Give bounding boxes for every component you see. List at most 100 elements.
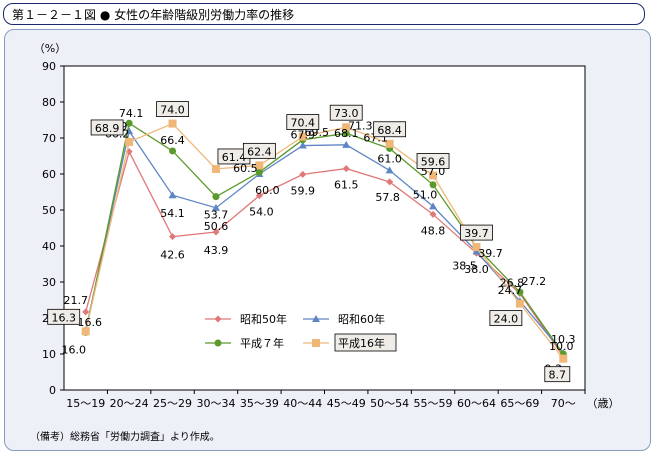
data-point bbox=[125, 137, 134, 146]
data-label-box bbox=[460, 224, 493, 241]
series-line-2 bbox=[85, 129, 564, 354]
data-point bbox=[169, 147, 177, 155]
data-label: 53.7 bbox=[204, 209, 229, 222]
x-tick-label: 70～ bbox=[551, 397, 576, 410]
data-label: 16.0 bbox=[61, 343, 86, 356]
series-line-4 bbox=[85, 122, 564, 360]
data-point bbox=[516, 288, 524, 296]
y-axis-label: （%） bbox=[34, 42, 66, 55]
data-point bbox=[255, 168, 263, 176]
data-label: 66.4 bbox=[160, 134, 185, 147]
data-label: 8.7 bbox=[549, 369, 567, 382]
data-label-box bbox=[544, 366, 571, 383]
data-label: 60.5 bbox=[233, 162, 258, 175]
data-label: 70.4 bbox=[291, 117, 316, 130]
legend-marker bbox=[312, 315, 320, 322]
data-label: 16.3 bbox=[51, 311, 76, 324]
data-label: 10.3 bbox=[551, 333, 576, 346]
y-tick-label: 30 bbox=[42, 276, 56, 289]
series-line-3 bbox=[85, 122, 564, 355]
y-tick-label: 60 bbox=[42, 168, 56, 181]
y-tick-label: 70 bbox=[42, 132, 56, 145]
data-label: 43.9 bbox=[204, 244, 229, 257]
y-tick-label: 50 bbox=[42, 204, 56, 217]
data-label: 10.0 bbox=[549, 340, 574, 353]
data-point bbox=[342, 129, 350, 137]
data-point bbox=[342, 123, 351, 132]
legend-label: 昭和50年 bbox=[240, 312, 287, 326]
data-point bbox=[255, 161, 264, 170]
x-axis-label: （歳） bbox=[587, 397, 620, 410]
plot-area bbox=[63, 65, 586, 391]
data-label: 57.8 bbox=[375, 191, 400, 204]
data-point bbox=[169, 233, 177, 241]
data-label: 61.0 bbox=[377, 152, 402, 165]
x-tick-label: 50～54 bbox=[370, 397, 409, 410]
data-label: 38.5 bbox=[452, 259, 477, 272]
figure-header: 第１－２－１図 ● 女性の年齢階級別労働力率の推移 bbox=[3, 3, 645, 25]
x-tick-label: 30～34 bbox=[196, 397, 235, 410]
data-label: 50.6 bbox=[204, 220, 229, 233]
data-label: 73.0 bbox=[334, 107, 359, 120]
data-point bbox=[386, 178, 394, 186]
data-point bbox=[212, 228, 220, 236]
x-tick-label: 25～29 bbox=[153, 397, 192, 410]
data-label: 71.3 bbox=[348, 119, 373, 132]
data-point bbox=[429, 171, 438, 180]
data-label: 27.2 bbox=[522, 275, 547, 288]
x-tick-label: 65～69 bbox=[500, 397, 539, 410]
data-point bbox=[385, 166, 394, 174]
data-point bbox=[429, 210, 437, 218]
legend-marker bbox=[214, 315, 222, 323]
data-point bbox=[298, 132, 307, 141]
data-label: 74.0 bbox=[160, 104, 185, 117]
data-label-box bbox=[242, 142, 276, 159]
x-tick-label: 60～64 bbox=[457, 397, 496, 410]
figure-title: 第１－２－１図 ● 女性の年齢階級別労働力率の推移 bbox=[12, 7, 295, 22]
data-label-box bbox=[329, 104, 363, 121]
data-point bbox=[429, 181, 437, 189]
data-point bbox=[82, 308, 90, 316]
y-tick-label: 40 bbox=[42, 240, 56, 253]
y-tick-label: 80 bbox=[42, 96, 56, 109]
data-label: 61.4 bbox=[222, 151, 247, 164]
data-label: 24.0 bbox=[494, 313, 519, 326]
data-label-box bbox=[373, 121, 407, 138]
data-label: 26.8 bbox=[500, 277, 525, 290]
data-label: 60.0 bbox=[255, 184, 280, 197]
data-point bbox=[81, 327, 90, 336]
data-label: 16.6 bbox=[77, 316, 102, 329]
y-tick-label: 10 bbox=[42, 348, 56, 361]
legend-label: 昭和60年 bbox=[338, 312, 385, 326]
data-point bbox=[168, 119, 177, 128]
x-tick-label: 35～39 bbox=[240, 397, 279, 410]
data-label: 59.6 bbox=[421, 155, 446, 168]
data-label-box bbox=[156, 101, 189, 117]
data-label: 48.8 bbox=[421, 224, 446, 237]
y-tick-label: 0 bbox=[49, 384, 56, 397]
data-label: 38.0 bbox=[464, 263, 489, 276]
x-tick-label: 55～59 bbox=[414, 397, 453, 410]
data-label: 54.1 bbox=[160, 207, 185, 220]
data-label: 67.9 bbox=[291, 129, 316, 142]
data-point bbox=[211, 203, 220, 211]
data-label: 59.9 bbox=[291, 184, 316, 197]
data-label: 68.1 bbox=[334, 127, 359, 140]
data-label-box bbox=[416, 153, 450, 169]
data-label-box bbox=[47, 308, 81, 325]
data-label-box bbox=[286, 114, 320, 130]
data-label: 68.4 bbox=[377, 124, 402, 137]
legend-marker bbox=[312, 339, 320, 347]
data-point bbox=[472, 243, 481, 252]
data-label: 61.5 bbox=[334, 179, 359, 192]
data-label: 54.0 bbox=[249, 206, 274, 219]
legend-marker bbox=[214, 339, 222, 347]
data-point bbox=[559, 354, 568, 363]
data-point bbox=[168, 191, 177, 199]
data-point bbox=[385, 139, 394, 148]
x-tick-label: 40～44 bbox=[283, 397, 322, 410]
data-point bbox=[298, 141, 307, 149]
x-tick-label: 15～19 bbox=[66, 397, 105, 410]
legend-label: 平成７年 bbox=[240, 336, 284, 350]
